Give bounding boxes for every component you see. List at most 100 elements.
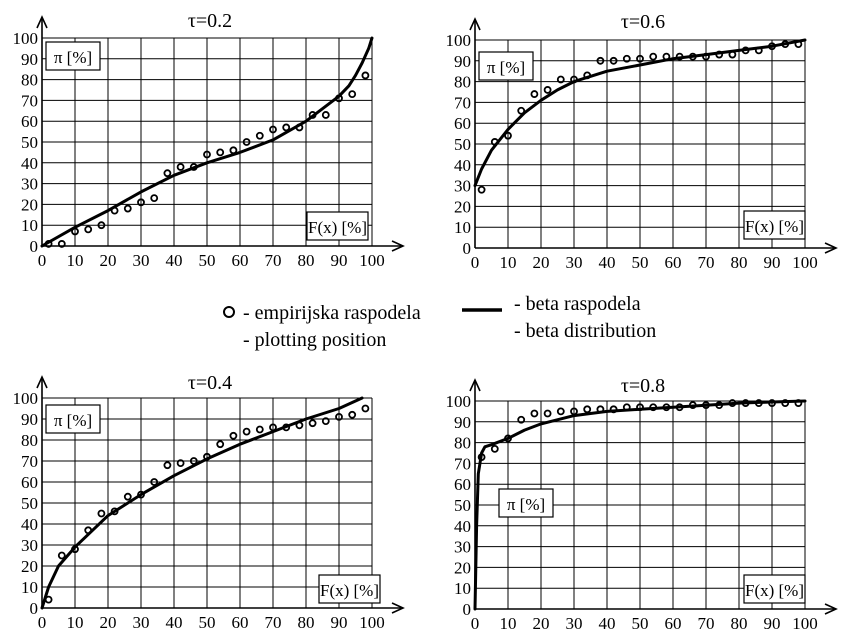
chart-panel-1: 0 10 20 30 40 50 60 70 80 90 100010203040506070809… [13,10,405,270]
y-axis-label: π [%] [507,495,545,514]
x-tick-label: 60 [232,251,249,270]
data-point [229,431,238,440]
y-tick-label: 60 [21,473,38,492]
data-point [335,412,343,421]
y-tick-label: 80 [21,71,38,90]
y-axis-label: π [%] [487,58,525,77]
beta-distribution-line [40,396,364,610]
y-axis-label: π [%] [54,48,92,67]
data-point [203,150,211,159]
x-tick-label: 90 [331,613,348,632]
x-tick-label: 70 [265,613,282,632]
x-tick-label: 0 [38,251,47,270]
data-point [490,444,499,453]
data-point [123,204,132,213]
data-point [636,54,644,63]
y-tick-label: 90 [454,413,471,432]
x-tick-label: 20 [100,251,117,270]
x-tick-label: 50 [632,614,649,633]
data-point [216,440,225,449]
x-tick-label: 10 [500,253,517,272]
y-tick-label: 100 [446,31,472,50]
x-axis-arrow-icon [824,603,838,615]
y-tick-label: 100 [13,29,39,48]
data-point [556,407,565,416]
y-tick-label: 20 [21,557,38,576]
legend-empirical-marker-icon [223,306,235,318]
beta-distribution-line [473,38,807,188]
x-axis-label: F(x) [%] [745,581,804,600]
y-tick-label: 40 [454,156,471,175]
chart-panel-4: 0 10 20 30 40 50 60 70 80 90 100010203040506070809… [446,375,838,633]
y-tick-label: 50 [454,135,471,154]
legend-plotting-position-label: - plotting position [243,329,386,351]
y-tick-label: 10 [21,578,38,597]
x-axis-label-frame [306,211,369,241]
data-point [137,198,145,207]
x-tick-label: 30 [133,613,150,632]
data-point [543,86,552,94]
chart-title: τ=0.8 [621,375,665,397]
x-axis-arrow-icon [391,240,405,252]
data-point [269,125,277,134]
y-tick-label: 100 [13,389,39,408]
y-tick-label: 40 [454,517,471,536]
y-axis-label-frame [45,41,101,71]
x-tick-label: 60 [665,253,682,272]
chart-panel-3: 0 10 20 30 40 50 60 70 80 90 100010203040506070809… [13,372,405,632]
y-tick-label: 40 [21,515,38,534]
x-tick-label: 20 [533,253,550,272]
y-tick-label: 80 [454,73,471,92]
y-tick-label: 0 [30,599,39,618]
x-tick-label: 40 [166,251,183,270]
data-point [97,221,106,230]
x-axis-label-frame [743,210,806,240]
x-tick-label: 80 [731,614,748,633]
x-tick-label: 50 [632,253,649,272]
chart-title: τ=0.4 [188,372,232,394]
x-tick-label: 40 [599,253,616,272]
x-tick-label: 40 [166,613,183,632]
y-tick-label: 80 [21,431,38,450]
x-tick-label: 0 [471,253,480,272]
data-point [361,404,370,413]
y-tick-label: 60 [21,112,38,131]
y-tick-label: 30 [454,177,471,196]
chart-title: τ=0.6 [621,11,665,33]
x-tick-label: 60 [665,614,682,633]
data-point [84,225,93,234]
data-point [517,106,526,115]
y-axis-label-box: π [%] [478,51,534,81]
x-tick-label: 90 [764,614,781,633]
x-tick-label: 100 [359,251,385,270]
legend-beta-label: - beta raspodela [514,293,641,315]
data-point [596,56,605,65]
y-tick-label: 40 [21,154,38,173]
y-tick-label: 20 [21,195,38,214]
data-point [163,169,172,178]
data-point [216,148,225,157]
legend: - empirijska raspodela - plotting positi… [223,293,656,351]
x-tick-label: 0 [38,613,47,632]
beta-distribution-line [40,36,374,248]
x-axis-label-box: F(x) [%] [318,574,381,604]
x-tick-label: 100 [792,253,818,272]
y-axis-label-frame [45,404,101,434]
x-tick-label: 90 [331,251,348,270]
x-axis-arrow-icon [824,242,838,254]
y-tick-label: 20 [454,197,471,216]
data-point [308,419,317,428]
y-axis-arrow-icon [469,17,481,31]
data-point [321,417,330,426]
data-point [622,54,631,63]
y-tick-label: 50 [454,496,471,515]
data-point [361,71,370,80]
x-tick-label: 70 [698,253,715,272]
x-axis-label: F(x) [%] [308,218,367,237]
y-tick-label: 100 [446,392,472,411]
data-point [583,405,592,414]
data-point [530,409,539,418]
chart-title: τ=0.2 [188,10,232,32]
x-tick-label: 30 [566,614,583,633]
